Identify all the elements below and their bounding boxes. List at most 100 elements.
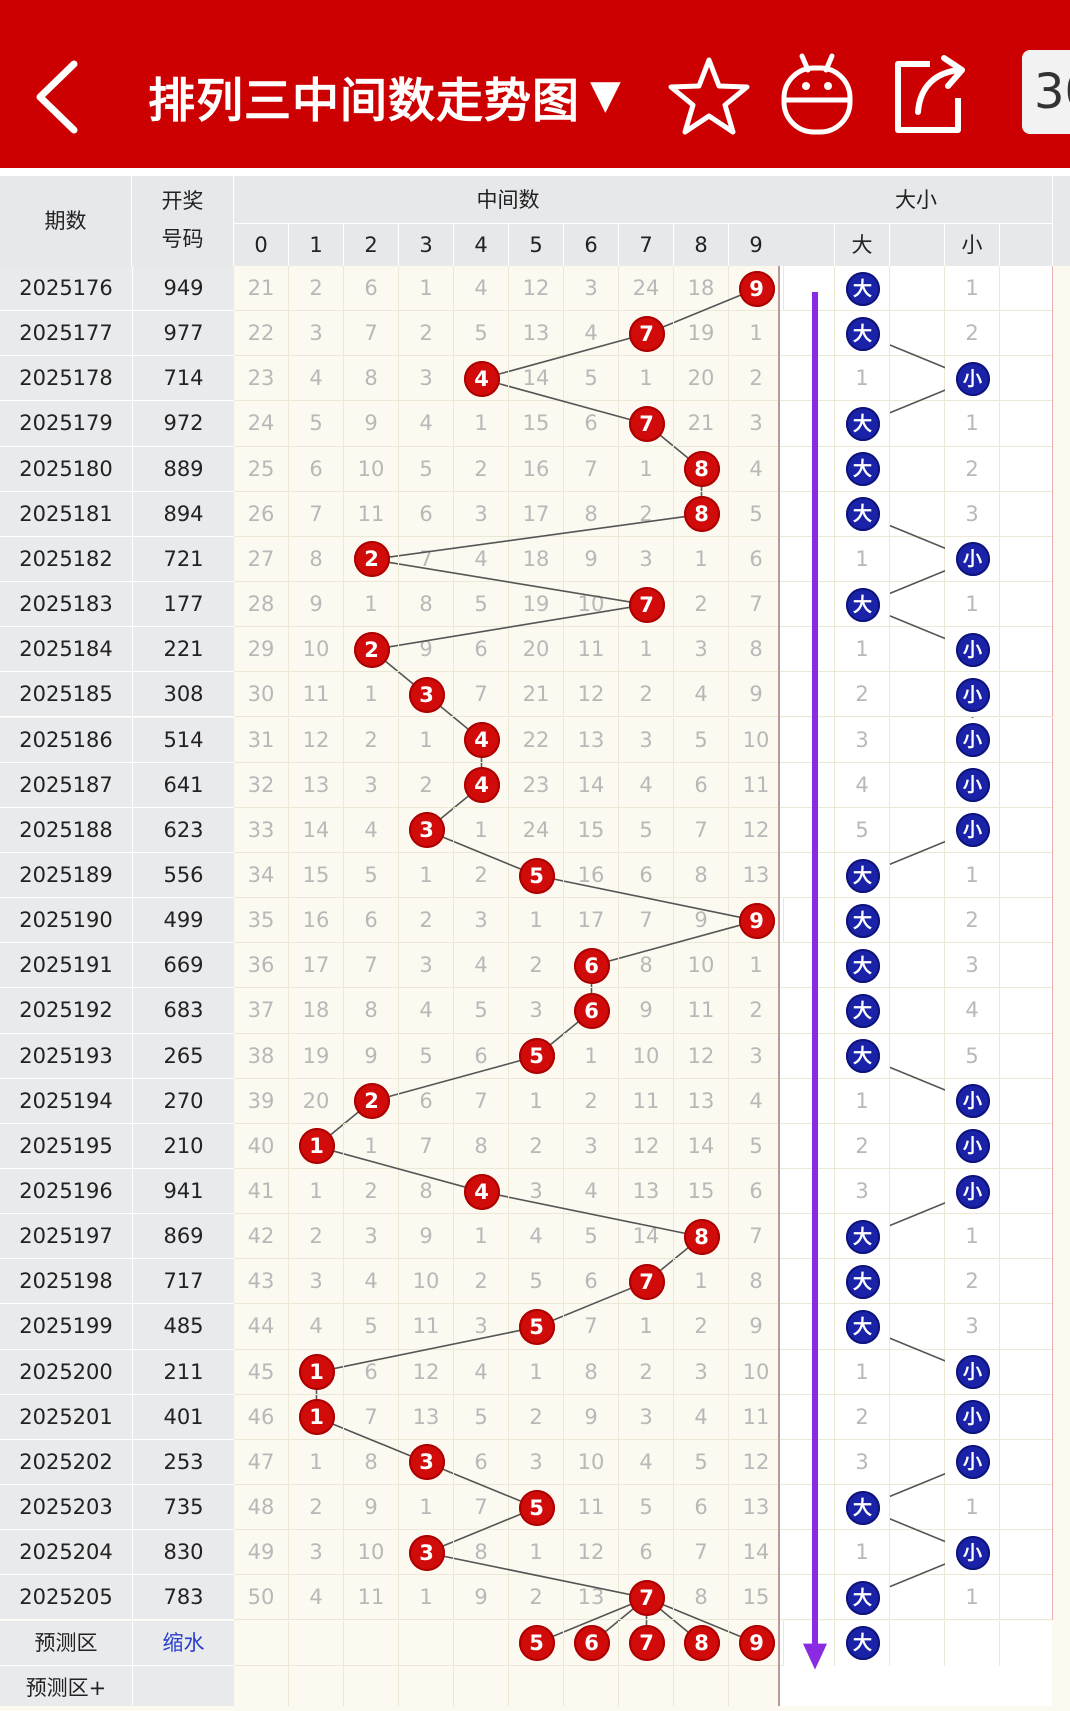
miss-cell: 46	[234, 1394, 289, 1440]
forecast-cell[interactable]	[289, 1620, 344, 1666]
forecast-cell[interactable]	[399, 1620, 454, 1666]
miss-cell: 5	[509, 852, 564, 899]
miss-cell: 8	[344, 356, 399, 402]
period-cell: 2025185	[0, 672, 132, 718]
forecast-plus-cell[interactable]	[564, 1665, 619, 1706]
period-cell: 2025194	[0, 1078, 132, 1124]
small-cell: 3	[945, 943, 1000, 989]
size-end-cell	[1000, 491, 1052, 537]
robot-icon[interactable]	[772, 50, 862, 140]
size-blank-cell	[780, 1530, 835, 1576]
header-digit-8: 8	[674, 224, 729, 266]
miss-cell: 14	[619, 1214, 674, 1260]
size-blank-cell	[780, 898, 835, 944]
miss-cell: 8	[344, 988, 399, 1034]
period-count-selector[interactable]: 30	[1022, 50, 1070, 134]
forecast-plus-cell[interactable]	[729, 1665, 784, 1706]
size-gap-cell	[890, 627, 945, 673]
forecast-plus-cell[interactable]	[344, 1665, 399, 1706]
miss-cell: 6	[399, 491, 454, 537]
size-end-cell	[1000, 627, 1052, 673]
scroll-edge-cell	[1052, 1169, 1070, 1215]
scroll-edge-cell	[1052, 1033, 1070, 1079]
size-end-cell	[1000, 717, 1052, 763]
title-dropdown-arrow[interactable]: ▼	[590, 72, 621, 118]
miss-cell: 3	[619, 717, 674, 763]
forecast-cell[interactable]	[344, 1620, 399, 1666]
miss-cell: 2	[509, 943, 564, 989]
forecast-ball[interactable]: 9	[738, 1625, 775, 1662]
big-cell: 2	[835, 672, 890, 718]
size-blank-cell	[780, 582, 835, 628]
big-cell: 大	[835, 311, 890, 357]
forecast-cell[interactable]: 7	[619, 1620, 674, 1666]
miss-cell: 7	[344, 943, 399, 989]
small-cell: 1	[945, 266, 1000, 312]
miss-cell: 11	[619, 1078, 674, 1124]
period-cell: 2025186	[0, 717, 132, 763]
star-icon[interactable]	[664, 50, 754, 140]
miss-cell: 7	[729, 1214, 784, 1260]
miss-cell: 17	[289, 943, 344, 989]
hit-ball: 9	[738, 902, 775, 939]
forecast-plus-cell[interactable]	[619, 1665, 674, 1706]
hit-ball: 7	[628, 586, 665, 623]
scroll-edge-cell	[1052, 762, 1070, 808]
miss-cell: 4	[289, 1575, 344, 1621]
size-gap-cell	[890, 988, 945, 1034]
header-scroll-edge	[1052, 176, 1070, 266]
forecast-cell[interactable]: 8	[674, 1620, 729, 1666]
miss-cell: 5	[509, 1304, 564, 1350]
miss-cell: 10	[344, 446, 399, 492]
size-blank-cell	[780, 1349, 835, 1395]
miss-cell: 9	[564, 1394, 619, 1440]
forecast-cell[interactable]: 9	[729, 1620, 784, 1666]
big-ball: 大	[845, 903, 880, 938]
size-blank-cell	[780, 266, 835, 312]
forecast-plus-cell[interactable]	[289, 1665, 344, 1706]
size-blank-cell	[780, 852, 835, 899]
prize-number-cell: 949	[132, 266, 234, 312]
forecast-ball[interactable]: 6	[573, 1625, 610, 1662]
prize-number-cell: 721	[132, 536, 234, 583]
forecast-ball[interactable]: 5	[518, 1625, 555, 1662]
miss-cell: 14	[509, 356, 564, 402]
forecast-plus-cell[interactable]	[454, 1665, 509, 1706]
forecast-cell[interactable]: 5	[509, 1620, 564, 1666]
miss-cell: 6	[289, 446, 344, 492]
share-icon[interactable]	[884, 50, 974, 140]
hit-ball: 5	[518, 1489, 555, 1526]
period-cell: 2025196	[0, 1169, 132, 1215]
forecast-plus-cell[interactable]	[674, 1665, 729, 1706]
prize-number-cell: 714	[132, 356, 234, 402]
miss-cell: 9	[344, 1485, 399, 1531]
forecast-cell[interactable]: 6	[564, 1620, 619, 1666]
miss-cell: 3	[289, 311, 344, 357]
miss-cell: 4	[344, 1259, 399, 1305]
miss-cell: 1	[509, 1349, 564, 1395]
big-cell: 1	[835, 1078, 890, 1124]
forecast-cell[interactable]	[234, 1620, 289, 1666]
miss-cell: 6	[344, 1349, 399, 1395]
miss-cell: 8	[454, 1530, 509, 1576]
forecast-big-ball[interactable]: 大	[845, 1626, 880, 1661]
period-cell: 2025191	[0, 943, 132, 989]
page-title[interactable]: 排列三中间数走势图	[148, 74, 580, 129]
miss-cell: 12	[729, 807, 784, 853]
miss-cell: 3	[454, 898, 509, 944]
forecast-ball[interactable]: 7	[628, 1625, 665, 1662]
miss-cell: 6	[729, 1169, 784, 1215]
forecast-cell[interactable]	[454, 1620, 509, 1666]
forecast-ball[interactable]: 8	[683, 1625, 720, 1662]
miss-cell: 24	[619, 266, 674, 312]
forecast-plus-cell[interactable]	[234, 1665, 289, 1706]
back-arrow-icon[interactable]	[28, 52, 88, 142]
prize-number-cell: 253	[132, 1439, 234, 1486]
forecast-small-cell[interactable]	[945, 1620, 1000, 1666]
big-cell: 大	[835, 988, 890, 1034]
forecast-tag[interactable]: 缩水	[132, 1620, 234, 1666]
forecast-plus-cell[interactable]	[399, 1665, 454, 1706]
size-end-cell	[1000, 943, 1052, 989]
forecast-big-cell[interactable]: 大	[835, 1620, 890, 1666]
forecast-plus-cell[interactable]	[509, 1665, 564, 1706]
